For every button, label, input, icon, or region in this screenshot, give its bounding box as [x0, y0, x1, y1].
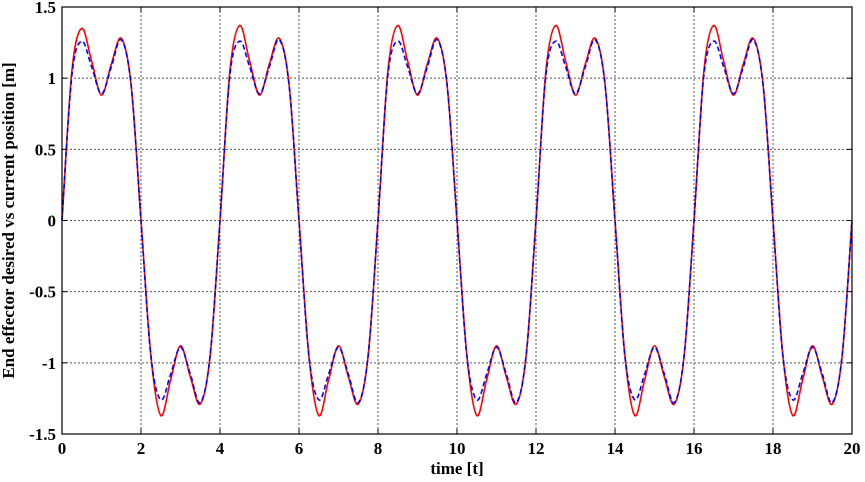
y-tick-label: 0	[48, 212, 57, 231]
x-tick-label: 0	[58, 439, 67, 458]
y-tick-labels: 1.5 1 0.5 0 -0.5 -1 -1.5	[29, 0, 56, 444]
x-tick-label: 8	[374, 439, 383, 458]
x-tick-label: 6	[295, 439, 304, 458]
x-tick-label: 16	[686, 439, 703, 458]
y-tick-label: -0.5	[29, 283, 56, 302]
series-line-2	[61, 38, 853, 404]
x-tick-label: 4	[216, 439, 225, 458]
y-tick-label: -1.5	[29, 425, 56, 444]
x-axis-label: time [t]	[430, 459, 483, 478]
y-tick-label: 1.5	[35, 0, 56, 17]
y-tick-label: 0.5	[35, 140, 56, 159]
y-tick-label: 1	[48, 69, 57, 88]
tick-marks	[61, 6, 853, 435]
y-axis-label: End effector desired vs current position…	[0, 62, 18, 378]
x-tick-label: 12	[528, 439, 545, 458]
x-tick-label: 18	[765, 439, 782, 458]
x-tick-label: 2	[137, 439, 146, 458]
y-tick-label: -1	[42, 354, 56, 373]
x-tick-label: 20	[844, 439, 861, 458]
series-layer	[61, 24, 853, 417]
x-tick-label: 14	[607, 439, 625, 458]
x-tick-labels: 0 2 4 6 8 10 12 14 16 18 20	[58, 439, 861, 458]
x-tick-label: 10	[449, 439, 466, 458]
